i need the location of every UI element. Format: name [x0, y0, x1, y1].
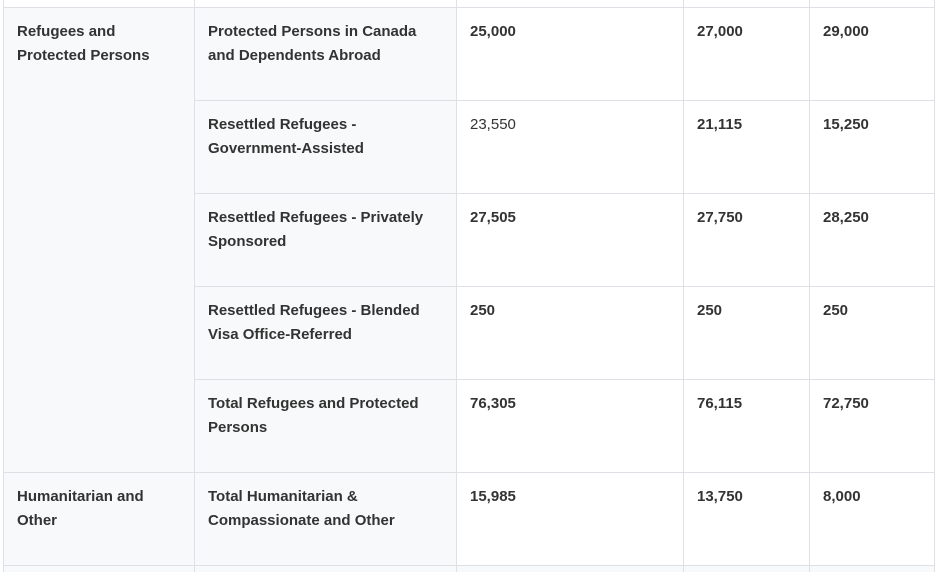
clipped-cell [456, 565, 684, 572]
value-cell-year1: 15,985 [456, 472, 684, 566]
value-cell-year2: 13,750 [683, 472, 810, 566]
clipped-cell [194, 0, 457, 8]
value-cell-year1: 25,000 [456, 7, 684, 101]
category-cell-humanitarian: Humanitarian and Other [3, 472, 195, 566]
table-row-clipped-bottom [3, 565, 935, 572]
clipped-cell [456, 0, 684, 8]
value-cell-year2: 250 [683, 286, 810, 380]
value-cell-year3: 28,250 [809, 193, 935, 287]
category-cell-refugees: Refugees and Protected Persons [3, 7, 195, 473]
subcategory-cell: Protected Persons in Canada and Dependen… [194, 7, 457, 101]
value-cell-year1: 23,550 [456, 100, 684, 194]
clipped-cell [194, 565, 457, 572]
table-row: Total Refugees and Protected Persons 76,… [4, 379, 935, 473]
table-row: Resettled Refugees - Privately Sponsored… [4, 193, 935, 287]
clipped-cell [683, 0, 810, 8]
value-cell-year3: 72,750 [809, 379, 935, 473]
clipped-cell [3, 0, 195, 8]
subcategory-cell: Resettled Refugees - Blended Visa Office… [194, 286, 457, 380]
value-cell-year3: 8,000 [809, 472, 935, 566]
clipped-cell [683, 565, 810, 572]
value-cell-year3: 29,000 [809, 7, 935, 101]
value-cell-year1: 27,505 [456, 193, 684, 287]
value-cell-year2: 21,115 [683, 100, 810, 194]
value-cell-year3: 250 [809, 286, 935, 380]
clipped-cell [3, 565, 195, 572]
value-cell-year1: 250 [456, 286, 684, 380]
clipped-cell [809, 0, 935, 8]
table-row: Refugees and Protected Persons Protected… [3, 7, 935, 473]
subcategory-cell: Resettled Refugees - Privately Sponsored [194, 193, 457, 287]
value-cell-year1: 76,305 [456, 379, 684, 473]
subcategory-cell: Total Humanitarian & Compassionate and O… [194, 472, 457, 566]
value-cell-year3: 15,250 [809, 100, 935, 194]
subcategory-cell: Total Refugees and Protected Persons [194, 379, 457, 473]
immigration-levels-table: Refugees and Protected Persons Protected… [3, 0, 935, 572]
value-cell-year2: 27,000 [683, 7, 810, 101]
clipped-cell [809, 565, 935, 572]
value-cell-year2: 27,750 [683, 193, 810, 287]
table-row: Resettled Refugees - Government-Assisted… [4, 100, 935, 194]
value-cell-year2: 76,115 [683, 379, 810, 473]
subcategory-cell: Resettled Refugees - Government-Assisted [194, 100, 457, 194]
table-row: Resettled Refugees - Blended Visa Office… [4, 286, 935, 380]
table-row-clipped-top [3, 0, 935, 8]
table-row: Humanitarian and Other Total Humanitaria… [3, 472, 935, 566]
